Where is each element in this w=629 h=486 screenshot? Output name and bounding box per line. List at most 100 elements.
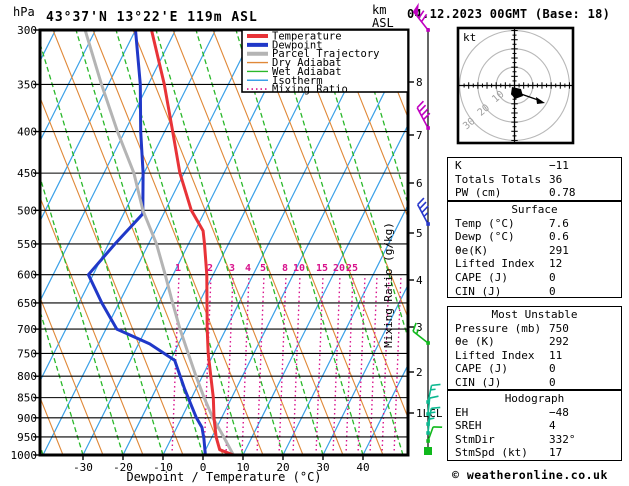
wind-barb-full-tick — [418, 10, 425, 19]
temp-tick-label: 30 — [316, 461, 329, 474]
dry-adiabat-line — [40, 296, 104, 455]
wind-barb-dot — [426, 126, 430, 130]
hodograph-ring-label: 20 — [476, 102, 492, 118]
wet-adiabat-line — [355, 30, 408, 207]
wet-adiabat-line — [315, 30, 408, 341]
wind-barb-half-tick — [430, 411, 436, 414]
km-tick-label: 5 — [416, 227, 423, 240]
mixing-ratio-line — [393, 274, 402, 455]
info-row-label: CAPE (J) — [455, 270, 508, 284]
info-row-value: 4 — [549, 419, 556, 433]
dry-adiabat-line — [292, 30, 408, 319]
mixing-ratio-line — [315, 274, 324, 455]
isotherm-line — [322, 283, 408, 455]
mixing-ratio-axis-label: Mixing Ratio (g/kg) — [382, 222, 395, 348]
pressure-tick-label: 650 — [17, 297, 37, 310]
info-row: Lifted Index 12 — [448, 257, 621, 271]
wind-barb-full-tick — [417, 197, 425, 206]
mixing-ratio-value-label: 25 — [346, 263, 358, 274]
wet-adiabat-line — [275, 30, 404, 455]
pressure-tick-label: 350 — [17, 78, 37, 91]
hodograph-ring-label: 30 — [461, 116, 477, 132]
info-row: Dewp (°C) 0.6 — [448, 230, 621, 244]
info-row-label: StmSpd (kt) — [455, 446, 528, 460]
temp-tick-label: 20 — [276, 461, 289, 474]
hodograph-box-stats: Hodograph EH −48 SREH 4 StmDir 332° StmSpd (kt)… — [447, 390, 622, 461]
wind-calm-square — [424, 447, 432, 455]
info-row: CAPE (J) 0 — [448, 362, 621, 376]
wind-barb-full-tick — [412, 322, 417, 332]
dry-adiabat-line — [332, 30, 408, 219]
info-row: EH −48 — [448, 406, 621, 420]
info-row: CIN (J) 0 — [448, 376, 621, 390]
wind-barb-staff — [412, 330, 429, 344]
info-row-label: EH — [455, 405, 469, 419]
info-row: SREH 4 — [448, 419, 621, 433]
wind-barb-half-tick — [423, 212, 429, 218]
legend-box — [241, 29, 409, 93]
wet-adiabat-line — [40, 174, 124, 455]
dry-adiabat-line — [52, 30, 224, 455]
indices-box: K −11 Totals Totals 36 PW (cm) 0.78 — [447, 157, 622, 201]
dry-adiabat-line — [92, 30, 264, 455]
mixing-ratio-line — [381, 274, 390, 455]
info-row-value: 0 — [549, 270, 556, 284]
mixing-ratio-value-label: 10 — [293, 263, 305, 274]
wind-barb-staff — [427, 385, 433, 403]
wet-adiabat-line — [115, 30, 244, 455]
wind-barb-half-tick — [415, 329, 420, 335]
pressure-tick-label: 550 — [17, 238, 37, 251]
mixing-ratio-line — [369, 274, 378, 455]
info-row-label: Totals Totals — [455, 172, 542, 186]
wind-barb — [426, 426, 443, 443]
station-title: 43°37'N 13°22'E 119m ASL — [46, 10, 258, 25]
isotherm-line — [82, 30, 297, 455]
km-tick-label: 6 — [416, 177, 423, 190]
wind-barb-full-tick — [422, 112, 431, 121]
info-row-value: 0.78 — [549, 186, 576, 200]
pressure-tick-label: 1000 — [11, 449, 38, 462]
wind-barb-pennant — [413, 2, 419, 17]
wind-barb-dot — [426, 341, 430, 345]
dry-adiabat-line — [212, 30, 384, 455]
wind-barb-dot — [426, 28, 430, 32]
hodograph-trace — [511, 87, 523, 99]
valid-date: 04.12.2023 00GMT (Base: 18) — [407, 7, 611, 21]
wind-barb-staff — [427, 418, 431, 434]
legend-label: Dry Adiabat — [272, 57, 342, 69]
pressure-unit-label: hPa — [13, 5, 35, 19]
mixing-ratio-value-label: 3 — [229, 263, 235, 274]
info-row-label: Pressure (mb) — [455, 321, 542, 335]
info-row-label: K — [455, 159, 462, 172]
info-row: StmSpd (kt) 17 — [448, 446, 621, 460]
wind-barb-half-tick — [430, 388, 436, 391]
wet-adiabat-line — [40, 308, 84, 455]
info-row-label: Dewp (°C) — [455, 230, 515, 244]
info-row-label: Lifted Index — [455, 257, 535, 271]
info-row-label: PW (cm) — [455, 186, 502, 200]
mixing-ratio-line — [278, 274, 287, 455]
legend-label: Dewpoint — [272, 39, 323, 51]
info-row-value: −48 — [549, 405, 569, 419]
wind-barb — [424, 447, 432, 455]
wind-barb-full-tick — [431, 383, 441, 387]
legend-label: Parcel Trajectory — [272, 48, 379, 60]
info-row-label: CIN (J) — [455, 284, 502, 298]
info-row-label: Lifted Index — [455, 348, 535, 362]
wind-barb-half-tick — [429, 417, 435, 420]
info-box-title: Surface — [511, 203, 558, 216]
pressure-tick-label: 450 — [17, 167, 37, 180]
mixing-ratio-line — [357, 274, 366, 455]
wet-adiabat-line — [40, 41, 164, 455]
wet-adiabat-line — [0, 30, 3, 455]
dry-adiabat-line — [372, 30, 408, 119]
surface-box: Surface Temp (°C) 7.6 Dewp (°C) 0.6 θe(K) 291 L… — [447, 201, 622, 298]
wet-adiabat-line — [235, 30, 364, 455]
pressure-tick-label: 600 — [17, 269, 37, 282]
info-row-label: θe(K) — [455, 243, 489, 257]
wind-barb — [416, 100, 431, 130]
wet-adiabat-line — [195, 30, 324, 455]
km-tick-label: 7 — [416, 129, 423, 142]
info-row-label: StmDir — [455, 432, 495, 446]
